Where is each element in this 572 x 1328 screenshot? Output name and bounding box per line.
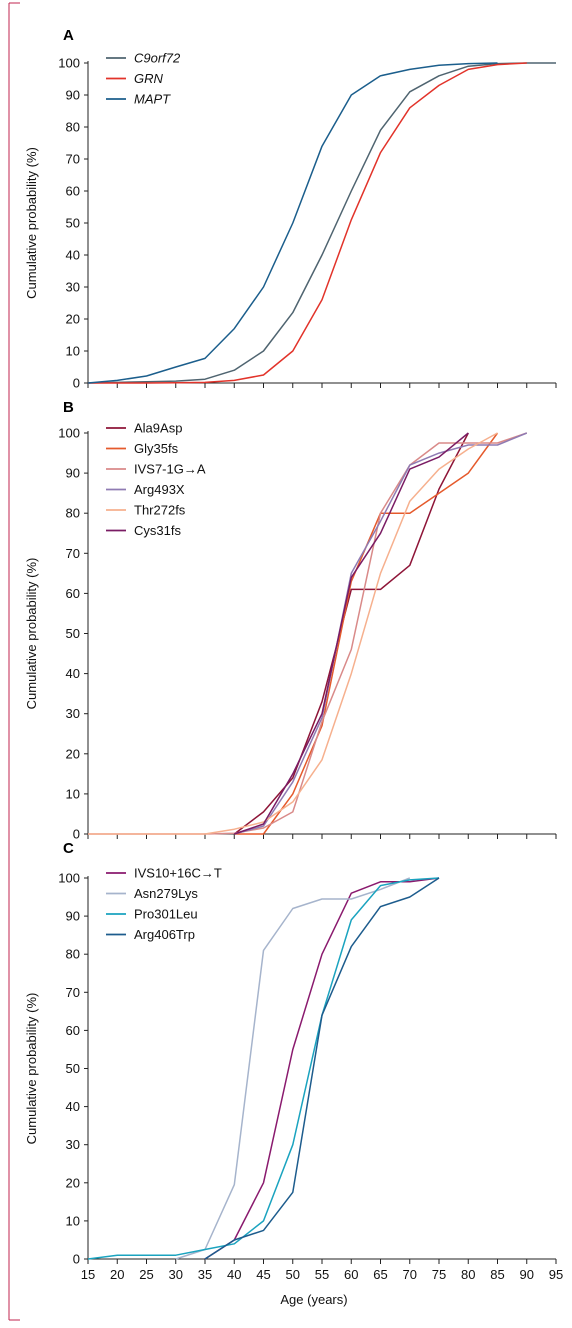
x-tick-label: 55 <box>315 1267 329 1282</box>
series-line-arg493x <box>234 432 528 835</box>
chart-panel-a: A 0 10 20 30 40 50 60 70 80 90 100 Cumulative probab… <box>24 27 557 391</box>
legend-label-ivs10-16c-t: IVS10+16C→T <box>134 866 222 881</box>
legend-label-ala9asp: Ala9Asp <box>134 421 182 436</box>
series-line-pro301leu <box>87 877 440 1260</box>
legend-label-thr272fs: Thr272fs <box>134 503 186 518</box>
series-line-c9orf72 <box>87 62 556 384</box>
legend-label-cys31fs: Cys31fs <box>134 523 181 538</box>
legend-label-arg406trp: Arg406Trp <box>134 927 195 942</box>
y-tick-label: 40 <box>66 666 80 681</box>
x-tick-label: 15 <box>81 1267 95 1282</box>
y-axis-title: Cumulative probability (%) <box>24 558 39 710</box>
x-tick-label: 65 <box>373 1267 387 1282</box>
y-tick-label: 100 <box>58 56 80 71</box>
y-tick-label: 70 <box>66 546 80 561</box>
x-tick-label: 60 <box>344 1267 358 1282</box>
legend-label-grn: GRN <box>134 71 164 86</box>
series-line-mapt <box>87 62 498 384</box>
y-tick-label: 30 <box>66 1137 80 1152</box>
series-line-arg406trp <box>204 877 440 1260</box>
y-tick-label: 90 <box>66 909 80 924</box>
y-tick-label: 90 <box>66 466 80 481</box>
x-tick-label: 85 <box>490 1267 504 1282</box>
x-tick-label: 90 <box>520 1267 534 1282</box>
series-line-cys31fs <box>234 432 469 835</box>
x-tick-label: 30 <box>169 1267 183 1282</box>
y-tick-label: 70 <box>66 985 80 1000</box>
series-line-thr272fs <box>88 432 498 835</box>
y-tick-label: 0 <box>73 376 80 391</box>
x-tick-label: 25 <box>139 1267 153 1282</box>
y-tick-label: 80 <box>66 506 80 521</box>
y-tick-label: 80 <box>66 947 80 962</box>
y-tick-label: 50 <box>66 216 80 231</box>
legend-label-mapt: MAPT <box>134 92 171 107</box>
y-tick-label: 0 <box>73 1252 80 1267</box>
panel-label: A <box>63 27 74 44</box>
y-tick-label: 20 <box>66 312 80 327</box>
x-tick-label: 95 <box>549 1267 563 1282</box>
series-line-ala9asp <box>233 432 469 835</box>
y-tick-label: 60 <box>66 1023 80 1038</box>
y-tick-label: 60 <box>66 586 80 601</box>
legend-label-gly35fs: Gly35fs <box>134 441 179 456</box>
x-tick-label: 50 <box>286 1267 300 1282</box>
legend-label-pro301leu: Pro301Leu <box>134 907 198 922</box>
y-tick-label: 100 <box>58 871 80 886</box>
x-tick-label: 80 <box>461 1267 475 1282</box>
y-tick-label: 20 <box>66 1175 80 1190</box>
legend-label-ivs7-1g-a: IVS7-1G→A <box>134 462 206 477</box>
y-tick-label: 80 <box>66 120 80 135</box>
x-tick-label: 20 <box>110 1267 124 1282</box>
y-tick-label: 90 <box>66 88 80 103</box>
y-tick-label: 10 <box>66 786 80 801</box>
series-line-asn279lys <box>175 877 411 1260</box>
y-tick-label: 30 <box>66 706 80 721</box>
y-tick-label: 60 <box>66 184 80 199</box>
y-tick-label: 100 <box>58 426 80 441</box>
panel-label: C <box>63 840 74 857</box>
x-tick-label: 40 <box>227 1267 241 1282</box>
y-tick-label: 10 <box>66 1213 80 1228</box>
panel-label: B <box>63 399 74 416</box>
chart-panel-b: B 0 10 20 30 40 50 60 70 80 90 100 Cumulative probab… <box>24 399 557 842</box>
y-tick-label: 30 <box>66 280 80 295</box>
x-tick-label: 70 <box>403 1267 417 1282</box>
legend-label-arg493x: Arg493X <box>134 482 185 497</box>
series-line-gly35fs <box>234 432 499 835</box>
x-tick-label: 35 <box>198 1267 212 1282</box>
y-tick-label: 50 <box>66 1061 80 1076</box>
series-line-ivs10-16c-t <box>204 877 440 1260</box>
legend-label-c9orf72: C9orf72 <box>134 51 181 66</box>
y-tick-label: 50 <box>66 626 80 641</box>
chart-panel-c: C 0 10 20 30 40 50 60 70 80 90 100 15 20 25 30 35 40 45 50 5… <box>24 840 563 1307</box>
y-axis-title: Cumulative probability (%) <box>24 993 39 1145</box>
y-tick-label: 20 <box>66 746 80 761</box>
x-tick-label: 45 <box>256 1267 270 1282</box>
x-tick-label: 75 <box>432 1267 446 1282</box>
legend-label-asn279lys: Asn279Lys <box>134 886 198 901</box>
y-tick-label: 40 <box>66 248 80 263</box>
x-axis-title: Age (years) <box>280 1292 347 1307</box>
y-tick-label: 70 <box>66 152 80 167</box>
y-tick-label: 10 <box>66 344 80 359</box>
y-tick-label: 40 <box>66 1099 80 1114</box>
y-tick-label: 0 <box>73 827 80 842</box>
series-line-grn <box>88 62 527 384</box>
y-axis-title: Cumulative probability (%) <box>24 147 39 299</box>
